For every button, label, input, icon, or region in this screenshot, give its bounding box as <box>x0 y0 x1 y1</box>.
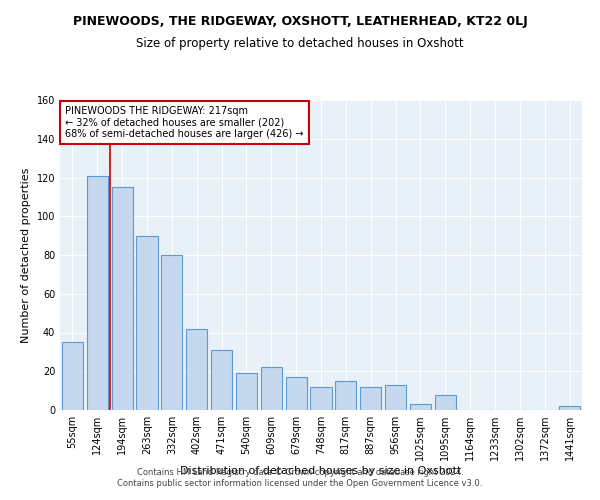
Text: Size of property relative to detached houses in Oxshott: Size of property relative to detached ho… <box>136 38 464 51</box>
Bar <box>186 328 207 410</box>
Bar <box>236 373 257 410</box>
Bar <box>62 342 83 410</box>
Text: PINEWOODS THE RIDGEWAY: 217sqm
← 32% of detached houses are smaller (202)
68% of: PINEWOODS THE RIDGEWAY: 217sqm ← 32% of … <box>65 106 304 140</box>
Bar <box>112 187 133 410</box>
Bar <box>136 236 158 410</box>
Bar <box>385 385 406 410</box>
Bar <box>161 255 182 410</box>
Text: PINEWOODS, THE RIDGEWAY, OXSHOTT, LEATHERHEAD, KT22 0LJ: PINEWOODS, THE RIDGEWAY, OXSHOTT, LEATHE… <box>73 15 527 28</box>
Text: Contains HM Land Registry data © Crown copyright and database right 2024.
Contai: Contains HM Land Registry data © Crown c… <box>118 468 482 487</box>
Bar <box>87 176 108 410</box>
Bar <box>360 387 381 410</box>
Y-axis label: Number of detached properties: Number of detached properties <box>21 168 31 342</box>
Bar <box>335 381 356 410</box>
Bar <box>211 350 232 410</box>
Bar <box>559 406 580 410</box>
Bar <box>286 377 307 410</box>
Bar <box>310 387 332 410</box>
X-axis label: Distribution of detached houses by size in Oxshott: Distribution of detached houses by size … <box>181 466 461 476</box>
Bar <box>435 394 456 410</box>
Bar <box>261 368 282 410</box>
Bar <box>410 404 431 410</box>
